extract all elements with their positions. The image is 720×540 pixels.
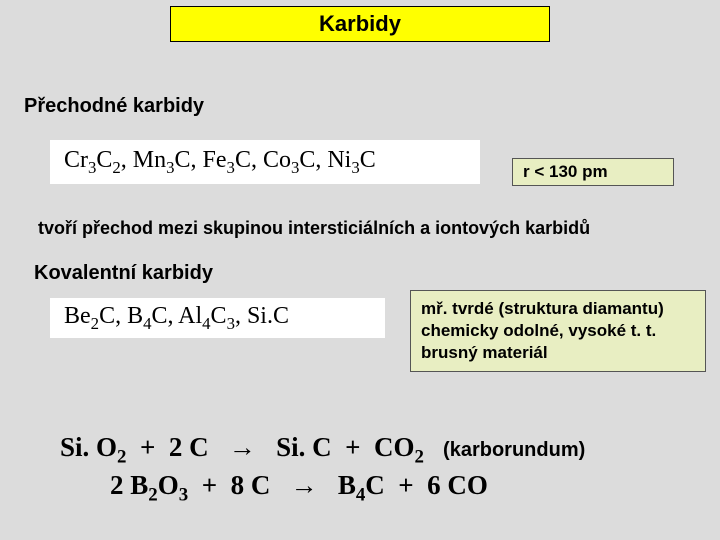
slide-title: Karbidy (319, 11, 401, 37)
section1-heading: Přechodné karbidy (24, 95, 204, 118)
formula-covalent: Be2C, B4C, Al4C3, Si.C (64, 303, 289, 334)
properties-box: mř. tvrdé (struktura diamantu) chemicky … (410, 290, 706, 372)
section1-description: tvoří přechod mezi skupinou intersticiál… (38, 218, 590, 239)
reaction-1: Si. O2 + 2 C → Si. C + CO2 (karborundum) (60, 432, 585, 468)
property-1: mř. tvrdé (struktura diamantu) (421, 299, 695, 319)
formula-list-1: Cr3C2, Mn3C, Fe3C, Co3C, Ni3C (50, 140, 480, 184)
radius-note: r < 130 pm (512, 158, 674, 186)
property-2: chemicky odolné, vysoké t. t. (421, 321, 695, 341)
karborundum-label: (karborundum) (437, 439, 585, 461)
reaction-2: 2 B2O3 + 8 C → B4C + 6 CO (110, 470, 488, 506)
formula-cr3c2: Cr3C2, Mn3C, Fe3C, Co3C, Ni3C (64, 147, 376, 178)
formula-list-2: Be2C, B4C, Al4C3, Si.C (50, 298, 385, 338)
property-3: brusný materiál (421, 343, 695, 363)
title-box: Karbidy (170, 6, 550, 42)
radius-note-text: r < 130 pm (523, 162, 608, 182)
section2-heading: Kovalentní karbidy (34, 262, 213, 285)
